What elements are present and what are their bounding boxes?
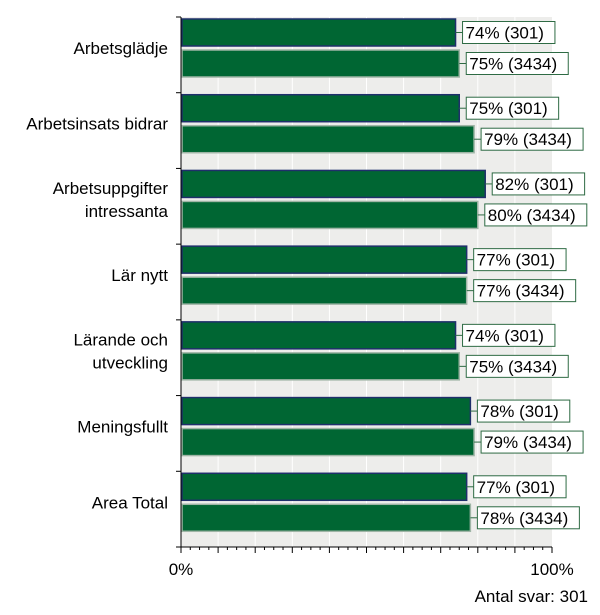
category-label: Lär nytt	[111, 266, 168, 285]
data-label-box	[476, 399, 571, 423]
category-label: Arbetsinsats bidrar	[26, 115, 168, 134]
bar	[181, 18, 457, 47]
category-label: Lärande och utveckling	[73, 330, 168, 372]
data-label: 79% (3434)	[484, 130, 572, 149]
data-label: 75% (3434)	[469, 55, 557, 74]
bar	[181, 352, 460, 381]
bar	[181, 169, 486, 199]
bar	[181, 427, 475, 457]
bar	[181, 200, 479, 230]
data-label: 75% (3434)	[469, 357, 557, 376]
data-label-box	[473, 248, 567, 272]
data-label: 75% (301)	[469, 99, 547, 118]
data-label-box	[465, 96, 560, 120]
data-label: 78% (3434)	[480, 509, 568, 528]
data-label: 77% (3434)	[477, 282, 565, 301]
category-label: Area Total	[92, 493, 168, 512]
data-label: 78% (301)	[480, 402, 558, 421]
data-label-box	[480, 127, 584, 151]
bar	[181, 321, 457, 350]
respondent-count: Antal svar: 301	[474, 587, 588, 606]
data-label: 77% (301)	[477, 251, 555, 270]
data-label: 74% (301)	[466, 24, 544, 43]
data-label: 80% (3434)	[488, 206, 576, 225]
data-label: 79% (3434)	[484, 433, 572, 452]
data-label-box	[462, 21, 556, 44]
bar	[181, 472, 468, 502]
bar	[181, 93, 460, 123]
data-label-box	[473, 475, 567, 499]
data-label-box	[462, 323, 556, 347]
bar	[181, 124, 475, 154]
data-label: 74% (301)	[466, 326, 544, 345]
category-label: Meningsfullt	[77, 418, 168, 437]
data-label-box	[465, 354, 569, 378]
data-label-box	[476, 506, 580, 530]
x-tick-label: 0%	[169, 560, 194, 579]
data-label: 77% (301)	[477, 478, 555, 497]
bar	[181, 245, 468, 274]
bar	[181, 396, 472, 426]
data-label-box	[484, 203, 588, 227]
bar	[181, 276, 468, 305]
bar	[181, 503, 472, 533]
data-label-box	[480, 430, 584, 454]
bar	[181, 49, 460, 78]
x-tick-label: 100%	[530, 560, 573, 579]
category-label: Arbetsglädje	[73, 39, 168, 58]
data-label-box	[473, 279, 577, 303]
data-label: 82% (301)	[495, 175, 573, 194]
data-label-box	[465, 52, 569, 75]
category-label: Arbetsuppgifter intressanta	[53, 179, 169, 221]
data-label-box	[491, 172, 586, 196]
